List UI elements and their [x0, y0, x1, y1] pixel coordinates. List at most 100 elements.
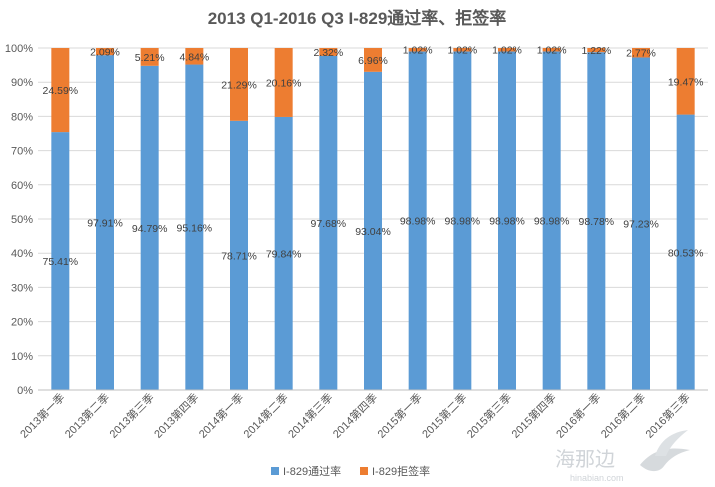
bar-reject	[230, 48, 248, 121]
data-label-reject: 6.96%	[358, 55, 388, 67]
bar-reject	[542, 48, 561, 52]
x-tick-label: 2015第四季	[508, 390, 559, 441]
data-label-pass: 97.91%	[87, 218, 123, 230]
y-tick-label: 80%	[11, 111, 33, 123]
data-label-reject: 19.47%	[668, 76, 704, 88]
data-label-reject: 1.02%	[492, 45, 522, 57]
bar-pass	[364, 71, 382, 391]
bird-wing-icon	[655, 430, 688, 456]
x-axis: 2013第一季2013第二季2013第三季2013第四季2014第一季2014第…	[17, 389, 708, 441]
bar-reject	[96, 48, 114, 56]
bar-reject	[140, 48, 159, 66]
legend-label-reject: I-829拒签率	[372, 464, 430, 478]
x-tick-label: 2014第一季	[196, 390, 247, 441]
x-tick-label: 2016第三季	[642, 390, 693, 441]
y-axis: 0% 10% 20% 30% 40% 50% 60% 70% 80% 90% 100%	[5, 43, 33, 397]
x-tick-label: 2013第四季	[151, 390, 202, 441]
data-label-pass: 79.84%	[266, 248, 302, 260]
data-label-pass: 97.23%	[623, 219, 659, 231]
data-label-pass: 97.68%	[311, 218, 347, 230]
bar-pass	[51, 132, 70, 391]
bar-pass	[319, 55, 338, 391]
y-tick-label: 10%	[11, 351, 33, 363]
legend-swatch-pass	[271, 467, 279, 475]
y-tick-label: 70%	[11, 146, 33, 158]
data-label-pass: 78.71%	[221, 250, 257, 262]
bar-reject	[51, 48, 70, 133]
bar-reject	[587, 48, 606, 53]
data-labels: 75.41% 24.59% 97.91% 2.09% 94.79% 5.21% 95.16%…	[43, 45, 704, 268]
bar-pass	[185, 64, 204, 391]
bar-pass	[587, 52, 606, 391]
data-label-pass: 98.98%	[489, 216, 525, 228]
data-label-pass: 98.78%	[579, 216, 615, 228]
data-label-reject: 5.21%	[135, 52, 165, 64]
data-label-reject: 24.59%	[43, 85, 79, 97]
y-tick-label: 40%	[11, 248, 33, 260]
data-label-reject: 1.02%	[537, 45, 567, 57]
data-label-reject: 2.77%	[626, 48, 656, 60]
bar-reject	[676, 48, 695, 115]
data-label-reject: 20.16%	[266, 77, 302, 89]
data-label-reject: 4.84%	[179, 51, 209, 63]
bar-reject	[319, 48, 338, 56]
y-tick-label: 50%	[11, 214, 33, 226]
data-label-reject: 1.02%	[447, 45, 477, 57]
data-label-pass: 93.04%	[355, 226, 391, 238]
x-tick-label: 2013第三季	[106, 390, 157, 441]
x-tick-label: 2015第一季	[374, 390, 425, 441]
data-label-pass: 80.53%	[668, 247, 704, 259]
y-tick-label: 30%	[11, 282, 33, 294]
y-tick-label: 20%	[11, 317, 33, 329]
bar-pass	[453, 51, 472, 390]
data-label-pass: 98.98%	[445, 216, 481, 228]
data-label-pass: 95.16%	[177, 222, 213, 234]
legend-swatch-reject	[360, 467, 368, 475]
watermark-url: hinabian.com	[570, 473, 624, 483]
bar-reject	[632, 48, 650, 58]
chart-title: 2013 Q1-2016 Q3 I-829通过率、拒签率	[208, 8, 507, 28]
bar-pass	[408, 51, 427, 390]
data-label-reject: 1.22%	[581, 45, 611, 57]
data-label-pass: 94.79%	[132, 223, 168, 235]
x-tick-label: 2015第二季	[419, 390, 470, 441]
bars	[51, 48, 695, 391]
data-label-pass: 98.98%	[534, 216, 570, 228]
x-tick-label: 2015第三季	[464, 390, 515, 441]
x-tick-label: 2013第二季	[62, 390, 113, 441]
bar-pass	[274, 116, 293, 390]
bird-logo-icon	[640, 448, 690, 472]
data-label-reject: 2.32%	[313, 47, 343, 59]
x-tick-label: 2016第一季	[553, 390, 604, 441]
bar-pass	[632, 57, 650, 391]
bar-pass	[542, 51, 561, 390]
data-label-pass: 75.41%	[43, 256, 79, 268]
x-tick-label: 2013第一季	[17, 390, 68, 441]
y-tick-label: 0%	[17, 385, 33, 397]
watermark-cn: 海那边	[555, 448, 615, 471]
data-label-reject: 2.09%	[90, 47, 120, 59]
bar-reject	[498, 48, 516, 52]
bar-reject	[274, 48, 293, 117]
bar-reject	[364, 48, 382, 72]
watermark: 海那边 hinabian.com	[555, 430, 690, 483]
bar-pass	[676, 114, 695, 390]
legend-label-pass: I-829通过率	[283, 464, 341, 478]
y-tick-label: 100%	[5, 43, 33, 55]
bar-reject	[408, 48, 427, 52]
bar-pass	[498, 51, 516, 390]
bar-pass	[230, 120, 248, 390]
bar-pass	[96, 55, 114, 391]
bar-reject	[453, 48, 472, 52]
x-tick-label: 2016第二季	[598, 390, 649, 441]
legend: I-829通过率 I-829拒签率	[271, 464, 430, 478]
y-tick-label: 60%	[11, 180, 33, 192]
data-label-reject: 21.29%	[221, 79, 257, 91]
data-label-reject: 1.02%	[403, 45, 433, 57]
bar-pass	[140, 65, 159, 390]
x-tick-label: 2014第二季	[240, 390, 291, 441]
x-tick-label: 2014第四季	[330, 390, 381, 441]
x-tick-label: 2014第三季	[285, 390, 336, 441]
bar-reject	[185, 48, 204, 65]
